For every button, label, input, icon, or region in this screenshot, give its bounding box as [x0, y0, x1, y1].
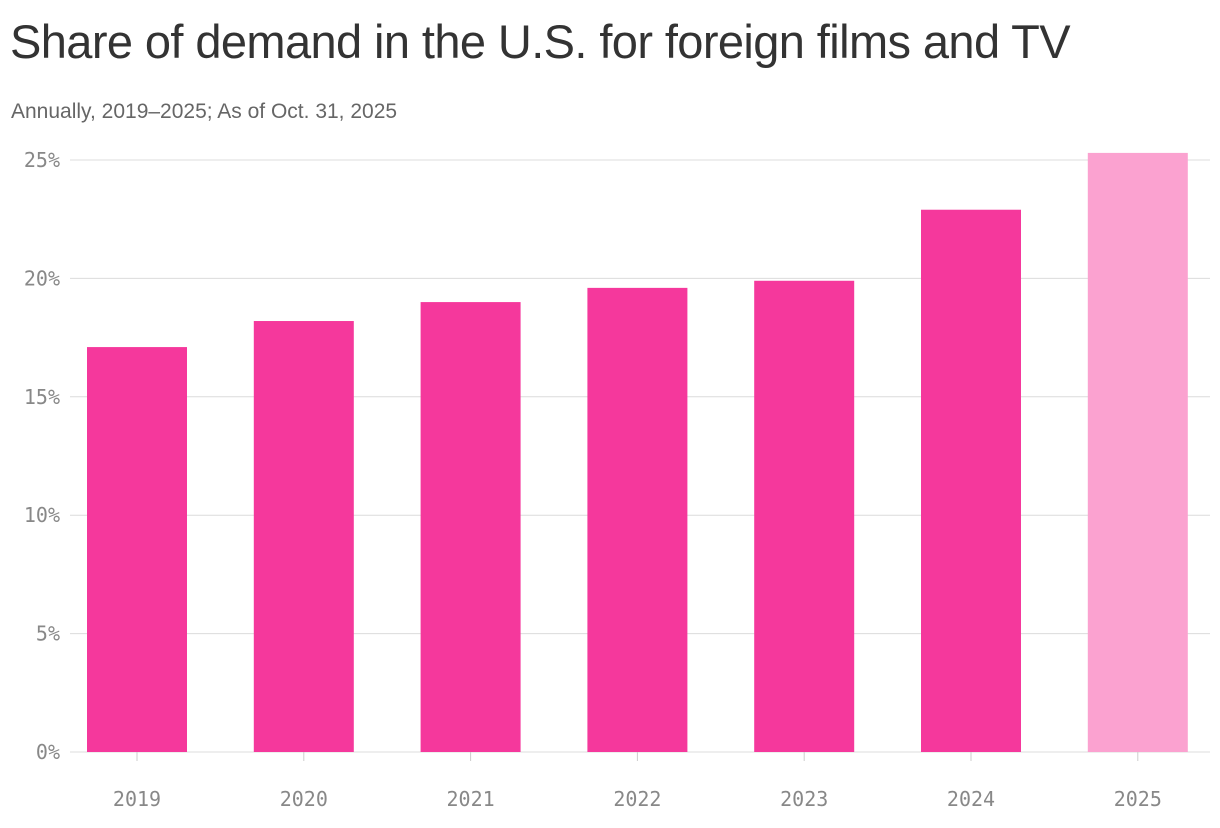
x-tick-label: 2020: [280, 787, 328, 811]
x-tick-label: 2025: [1114, 787, 1162, 811]
x-tick-label: 2022: [613, 787, 661, 811]
bar-2023: [754, 280, 855, 752]
bars: [87, 152, 1188, 752]
y-tick-label: 5%: [36, 622, 60, 646]
x-tick-label: 2019: [113, 787, 161, 811]
bar-2020: [253, 321, 354, 752]
y-tick-label: 15%: [24, 385, 60, 409]
x-tick-label: 2023: [780, 787, 828, 811]
axis: 0% 5% 10% 15% 20% 25% 2019 2020 2021 2022 2023 2024…: [24, 148, 1162, 811]
bar-2019: [87, 347, 187, 752]
x-tick-label: 2024: [947, 787, 995, 811]
bar-2024: [921, 209, 1021, 752]
y-tick-label: 25%: [24, 148, 60, 172]
chart-subtitle: Annually, 2019–2025; As of Oct. 31, 2025: [11, 100, 398, 123]
y-tick-label: 20%: [24, 266, 60, 290]
y-tick-label: 10%: [24, 503, 60, 527]
x-tick-label: 2021: [447, 787, 495, 811]
bar-2021: [420, 302, 521, 752]
chart-title: Share of demand in the U.S. for foreign …: [10, 15, 1071, 68]
bar-2022: [587, 287, 688, 752]
bar-2025: [1087, 152, 1188, 752]
y-tick-label: 0%: [36, 740, 60, 764]
